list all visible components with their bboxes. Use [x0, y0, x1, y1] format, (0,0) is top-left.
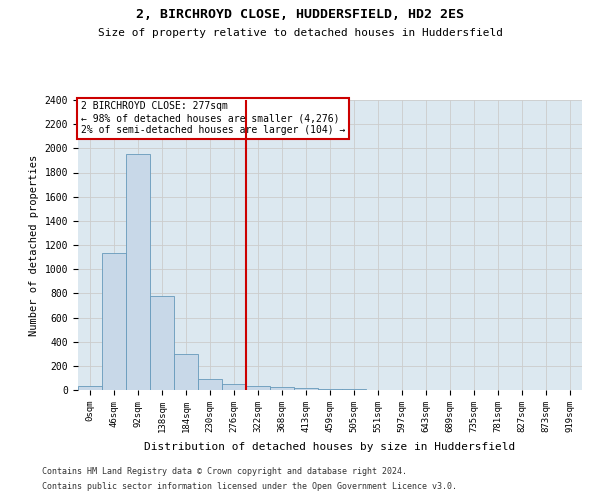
Bar	[270, 388, 294, 390]
Y-axis label: Number of detached properties: Number of detached properties	[29, 154, 39, 336]
Bar	[222, 384, 246, 390]
Bar	[150, 296, 174, 390]
Text: Distribution of detached houses by size in Huddersfield: Distribution of detached houses by size …	[145, 442, 515, 452]
Text: Size of property relative to detached houses in Huddersfield: Size of property relative to detached ho…	[97, 28, 503, 38]
Text: Contains public sector information licensed under the Open Government Licence v3: Contains public sector information licen…	[42, 482, 457, 491]
Bar	[198, 379, 222, 390]
Bar	[246, 386, 270, 390]
Text: 2 BIRCHROYD CLOSE: 277sqm
← 98% of detached houses are smaller (4,276)
2% of sem: 2 BIRCHROYD CLOSE: 277sqm ← 98% of detac…	[80, 102, 345, 134]
Bar	[78, 386, 102, 390]
Bar	[294, 388, 318, 390]
Text: Contains HM Land Registry data © Crown copyright and database right 2024.: Contains HM Land Registry data © Crown c…	[42, 467, 407, 476]
Bar	[102, 254, 126, 390]
Bar	[318, 389, 342, 390]
Bar	[174, 354, 198, 390]
Text: 2, BIRCHROYD CLOSE, HUDDERSFIELD, HD2 2ES: 2, BIRCHROYD CLOSE, HUDDERSFIELD, HD2 2E…	[136, 8, 464, 20]
Bar	[126, 154, 150, 390]
